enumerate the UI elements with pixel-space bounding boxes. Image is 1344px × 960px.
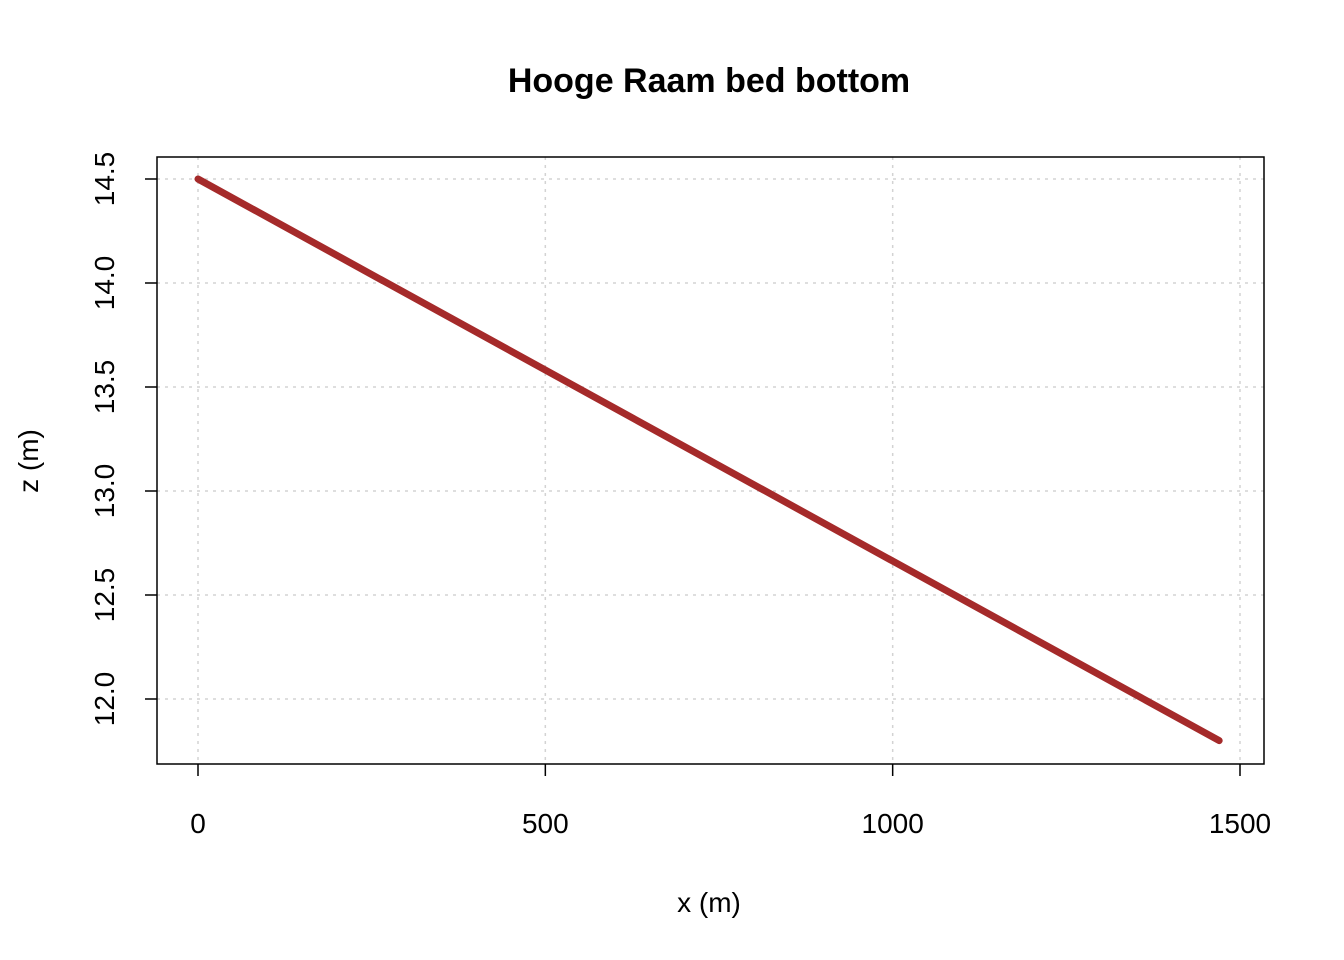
y-tick-label: 12.5 — [89, 568, 120, 623]
x-axis: 0 500 1000 1500 — [190, 764, 1271, 839]
x-tick-label: 0 — [190, 808, 206, 839]
plot-frame — [156, 156, 1265, 765]
y-axis-label: z (m) — [13, 429, 44, 493]
x-tick-label: 1000 — [862, 808, 924, 839]
grid — [157, 157, 1264, 764]
series-line — [194, 175, 1223, 745]
x-tick-label: 500 — [522, 808, 569, 839]
y-axis: 12.0 12.5 13.0 13.5 14.0 14.5 — [89, 152, 157, 727]
y-tick-label: 13.0 — [89, 464, 120, 519]
y-tick-label: 12.0 — [89, 672, 120, 727]
y-tick-label: 14.5 — [89, 152, 120, 207]
y-tick-label: 14.0 — [89, 256, 120, 311]
x-axis-label: x (m) — [677, 887, 741, 918]
x-tick-label: 1500 — [1209, 808, 1271, 839]
chart-title: Hooge Raam bed bottom — [508, 62, 910, 100]
series-layer — [194, 175, 1223, 745]
y-tick-label: 13.5 — [89, 360, 120, 415]
